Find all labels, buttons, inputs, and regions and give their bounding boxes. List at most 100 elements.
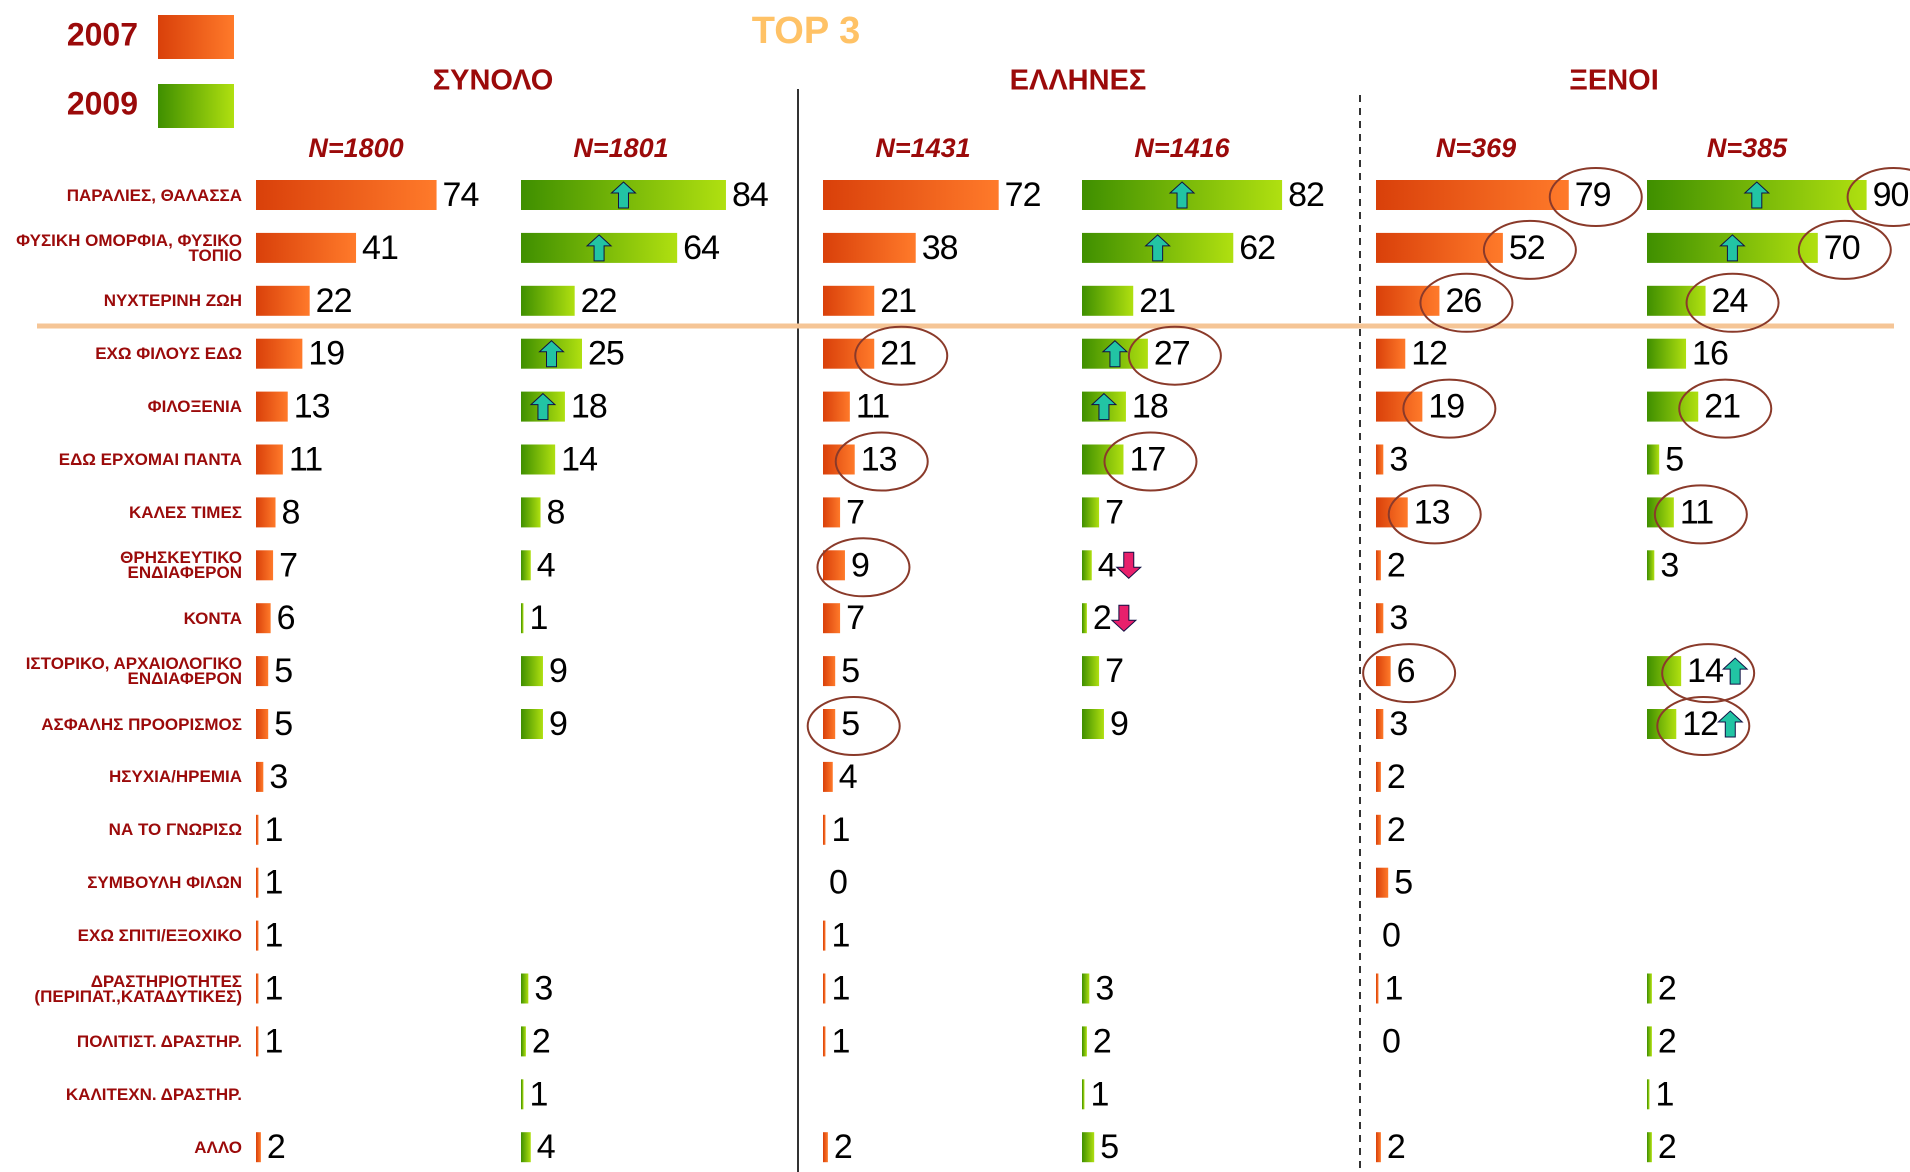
- highlight-circle: [1678, 378, 1773, 439]
- highlight-circle: [1387, 484, 1482, 545]
- value-label: 7: [279, 546, 297, 584]
- value-label: 27: [1154, 335, 1190, 373]
- arrow-up: [610, 181, 637, 209]
- sample-size: N=385: [1707, 133, 1788, 163]
- value-label: 2: [1658, 1128, 1676, 1166]
- highlight-circle: [1482, 219, 1577, 280]
- bar: [1376, 603, 1384, 634]
- value-label: 1: [1090, 1075, 1108, 1113]
- bar: [1376, 656, 1391, 687]
- value-label: 3: [1389, 440, 1407, 478]
- value-label: 3: [1095, 969, 1113, 1007]
- bar: [823, 550, 845, 581]
- value-label: 3: [1389, 599, 1407, 637]
- bar: [1082, 444, 1124, 475]
- value-label: 11: [1680, 493, 1713, 531]
- value-label: 4: [537, 546, 555, 584]
- value-label: 5: [1394, 864, 1412, 902]
- value-label: 1: [529, 599, 547, 637]
- highlight-circle: [1656, 696, 1751, 756]
- legend-swatch: [158, 84, 234, 128]
- category-label: ΚΑΛΕΣ ΤΙΜΕΣ: [129, 502, 242, 522]
- value-label: 5: [274, 705, 292, 743]
- value-label: 8: [282, 493, 300, 531]
- value-label: 2: [1387, 811, 1405, 849]
- bar: [823, 285, 875, 316]
- value-label: 74: [443, 176, 479, 214]
- highlight-circle: [1362, 643, 1457, 704]
- bar: [521, 603, 524, 634]
- highlight-circle: [806, 696, 901, 756]
- value-label: 8: [547, 493, 565, 531]
- bar: [1082, 973, 1090, 1004]
- highlight-circle: [1661, 643, 1756, 704]
- value-label: 1: [264, 864, 282, 902]
- value-label: 2: [834, 1128, 852, 1166]
- bar: [823, 1026, 826, 1057]
- value-label: 4: [537, 1128, 555, 1166]
- bar: [256, 814, 259, 845]
- value-label: 17: [1129, 440, 1165, 478]
- bar: [521, 1132, 531, 1163]
- bar: [256, 656, 269, 687]
- value-label: 13: [294, 388, 330, 426]
- value-label: 22: [316, 282, 352, 320]
- category-label: ΣΥΜΒΟΥΛΗ ΦΙΛΩΝ: [87, 873, 242, 893]
- bar: [1647, 550, 1655, 581]
- arrow-up: [1719, 234, 1746, 262]
- bar: [256, 920, 259, 951]
- category-label: ΝΥΧΤΕΡΙΝΗ ΖΩΗ: [103, 291, 242, 311]
- category-label: ΠΑΡΑΛΙΕΣ, ΘΑΛΑΣΣΑ: [66, 185, 242, 205]
- highlight-circle: [1103, 431, 1198, 492]
- value-label: 21: [880, 282, 916, 320]
- category-label: ΦΥΣΙΚΗ ΟΜΟΡΦΙΑ, ΦΥΣΙΚΟ ΤΟΠΙΟ: [16, 230, 242, 265]
- bar: [1376, 1132, 1381, 1163]
- bar: [521, 1026, 526, 1057]
- value-label: 41: [362, 229, 398, 267]
- highlight-circle: [834, 431, 929, 492]
- value-label: 62: [1239, 229, 1275, 267]
- bar: [823, 180, 999, 210]
- group-title: ΣΥΝΟΛΟ: [433, 65, 554, 97]
- bar: [1376, 285, 1440, 316]
- highlight-circle: [816, 537, 911, 598]
- arrow-up: [585, 234, 613, 262]
- legend-label: 2009: [67, 85, 138, 121]
- legend-swatch: [158, 15, 234, 59]
- bar: [823, 920, 826, 951]
- value-label: 11: [289, 440, 322, 478]
- category-label: ΑΛΛΟ: [194, 1137, 242, 1157]
- highlight-circle: [1127, 325, 1222, 386]
- bar: [1647, 338, 1687, 369]
- value-label: 3: [269, 758, 287, 796]
- bar: [256, 709, 269, 739]
- value-label: 4: [1098, 546, 1116, 584]
- value-label: 82: [1288, 176, 1324, 214]
- value-label: 38: [922, 229, 958, 267]
- value-label: 5: [841, 705, 859, 743]
- sample-size: N=369: [1436, 133, 1516, 163]
- bar: [256, 550, 274, 581]
- value-label: 12: [1682, 705, 1718, 743]
- bar: [1647, 444, 1660, 475]
- value-label: 64: [683, 229, 719, 267]
- highlight-circle: [1685, 272, 1780, 333]
- value-label: 25: [588, 335, 624, 373]
- bar: [1647, 1026, 1652, 1057]
- value-label: 9: [549, 652, 567, 690]
- bar: [256, 285, 310, 316]
- sample-size: N=1431: [875, 133, 970, 163]
- value-label: 11: [856, 388, 889, 426]
- value-label: 21: [1704, 388, 1740, 426]
- value-label: 2: [1093, 1022, 1111, 1060]
- bar: [521, 656, 543, 687]
- bar: [1376, 973, 1379, 1004]
- arrow-up: [1144, 234, 1171, 262]
- highlight-circle: [1846, 167, 1910, 227]
- value-label: 12: [1411, 335, 1447, 373]
- value-label: 26: [1445, 282, 1481, 320]
- bar: [823, 973, 826, 1004]
- bar: [521, 709, 543, 739]
